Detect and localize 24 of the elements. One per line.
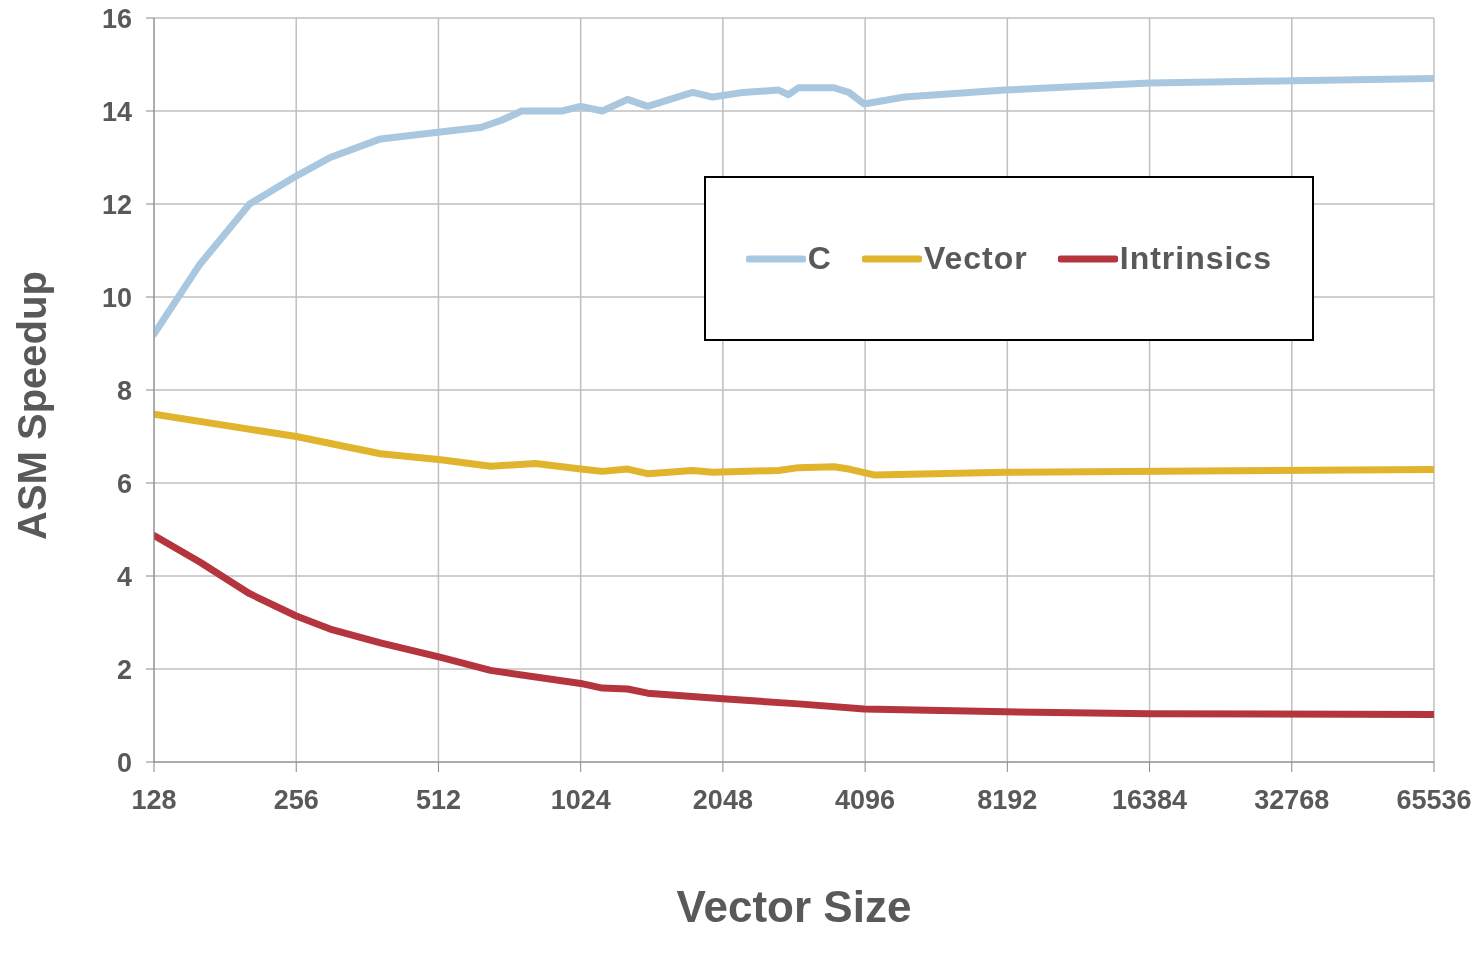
x-tick-label: 65536 [1396, 785, 1472, 816]
x-tick-label: 2048 [692, 785, 753, 816]
x-tick-label: 128 [131, 785, 177, 816]
y-tick-label: 8 [116, 375, 132, 406]
y-tick-label: 6 [116, 468, 132, 499]
y-tick-label: 0 [116, 747, 132, 778]
x-tick-label: 4096 [835, 785, 896, 816]
legend-label: C [807, 240, 832, 277]
y-tick-label: 10 [101, 282, 132, 313]
x-tick-label: 512 [415, 785, 461, 816]
y-tick-label: 14 [101, 96, 132, 127]
y-tick-label: 4 [116, 561, 132, 592]
y-axis-title: ASM Speedup [10, 271, 55, 540]
x-tick-label: 8192 [977, 785, 1038, 816]
x-axis-title: Vector Size [676, 882, 912, 931]
legend-label: Intrinsics [1119, 240, 1272, 277]
x-tick-label: 16384 [1112, 785, 1188, 816]
x-tick-label: 32768 [1254, 785, 1330, 816]
y-tick-label: 12 [101, 189, 132, 220]
legend-label: Vector [923, 240, 1028, 277]
x-tick-label: 1024 [550, 785, 611, 816]
y-tick-label: 2 [116, 654, 132, 685]
y-tick-label: 16 [101, 3, 132, 34]
x-tick-label: 256 [273, 785, 319, 816]
